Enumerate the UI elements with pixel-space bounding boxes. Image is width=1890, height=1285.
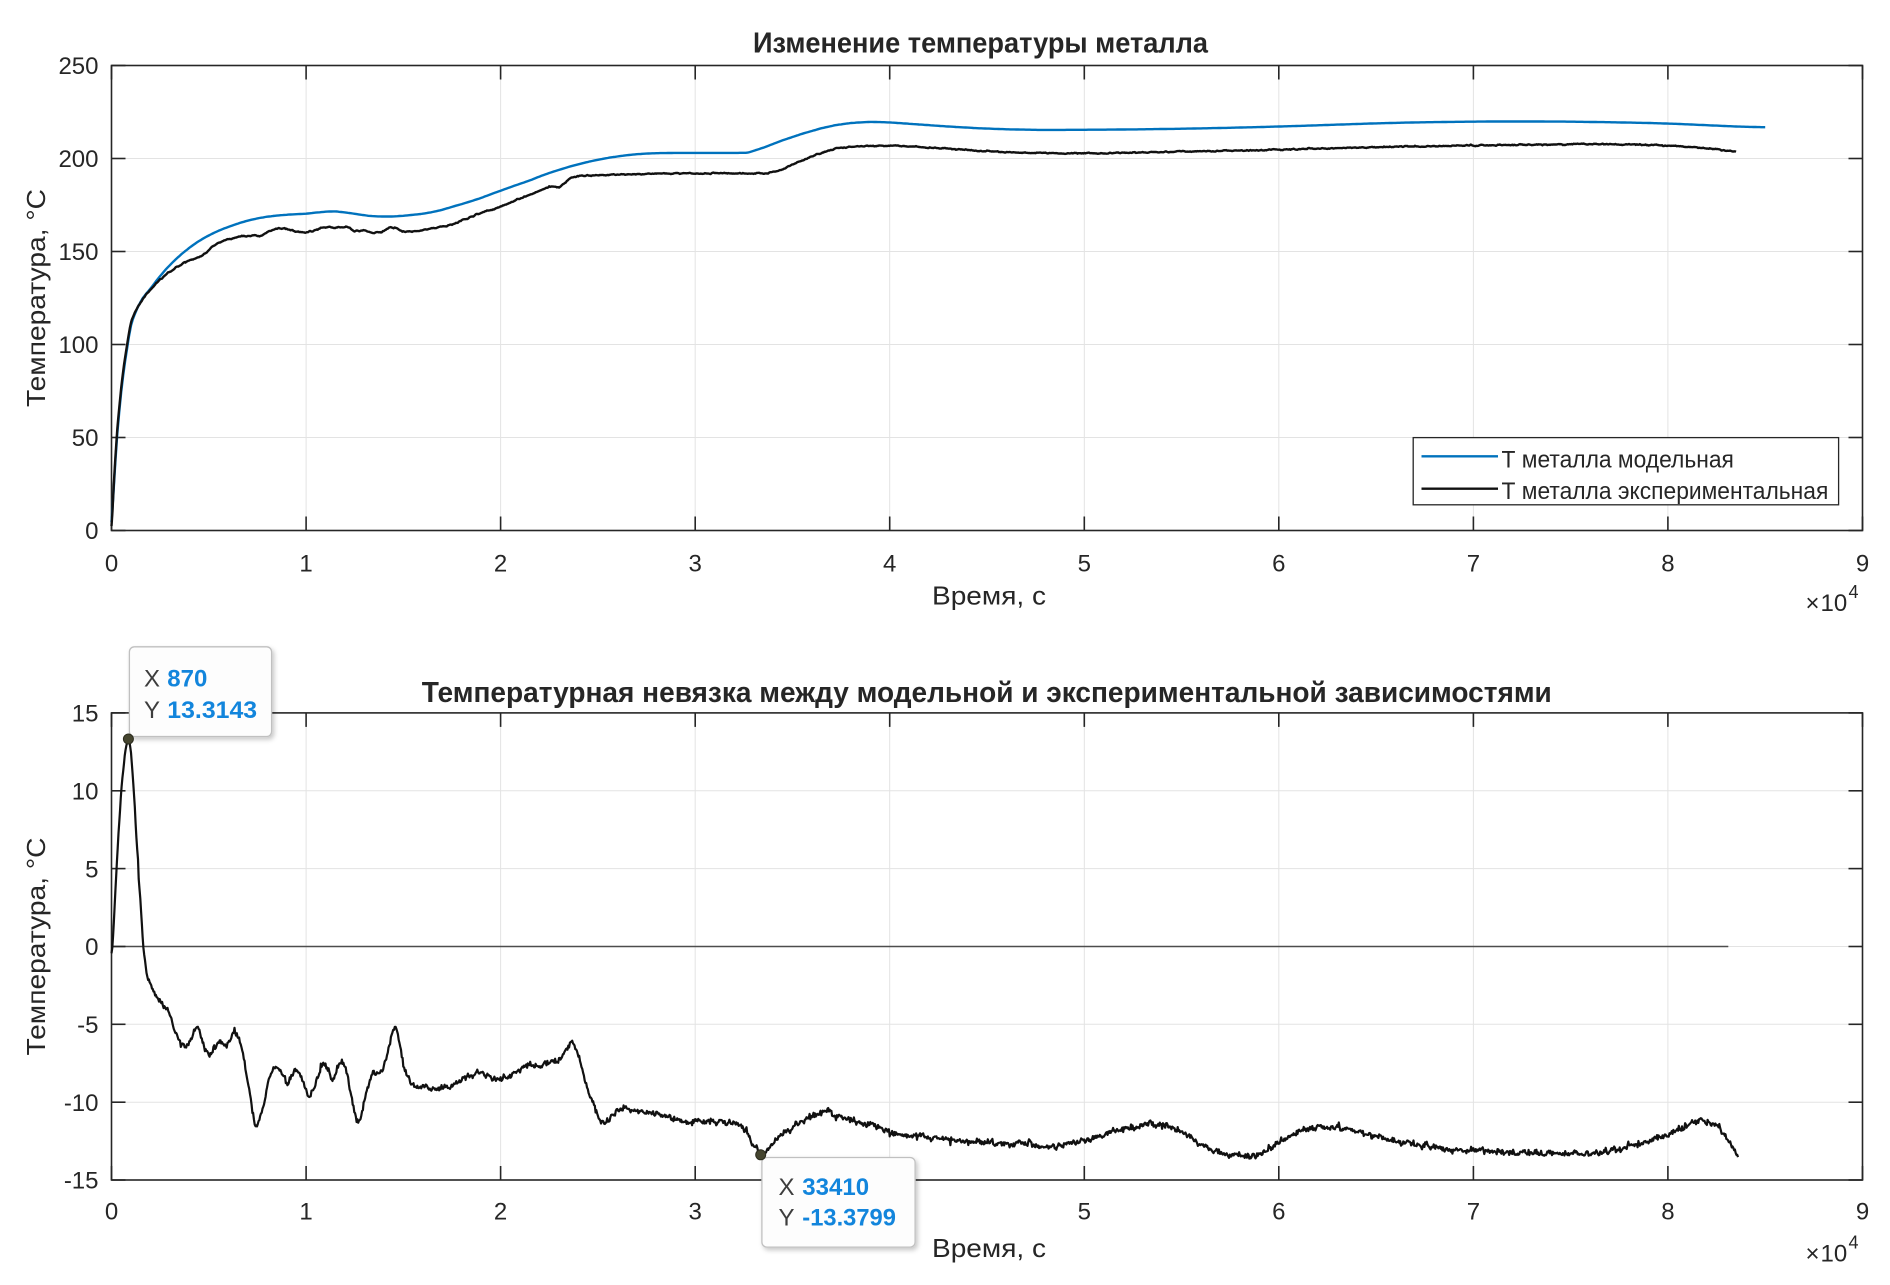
svg-text:7: 7 (1467, 551, 1480, 578)
svg-text:150: 150 (58, 239, 98, 266)
svg-text:6: 6 (1272, 551, 1285, 578)
svg-text:Изменение температуры металла: Изменение температуры металла (753, 28, 1209, 60)
svg-text:-5: -5 (77, 1012, 98, 1039)
svg-text:5: 5 (85, 856, 98, 883)
svg-text:Температура, °C: Температура, °C (21, 189, 51, 407)
svg-text:6: 6 (1272, 1199, 1285, 1226)
svg-text:0: 0 (85, 518, 98, 545)
svg-text:3: 3 (689, 551, 702, 578)
svg-text:15: 15 (72, 701, 99, 728)
svg-text:10: 10 (72, 779, 99, 806)
svg-text:0: 0 (105, 1199, 118, 1226)
svg-text:4: 4 (1849, 1233, 1859, 1253)
svg-text:Т металла модельная: Т металла модельная (1502, 447, 1734, 474)
svg-text:-15: -15 (64, 1168, 99, 1195)
svg-text:250: 250 (58, 53, 98, 80)
svg-text:33410: 33410 (802, 1174, 869, 1201)
svg-text:2: 2 (494, 551, 507, 578)
svg-text:×: × (1806, 1241, 1820, 1268)
svg-text:9: 9 (1856, 551, 1869, 578)
svg-text:5: 5 (1078, 1199, 1091, 1226)
svg-text:0: 0 (105, 551, 118, 578)
svg-text:Т металла экспериментальная: Т металла экспериментальная (1502, 478, 1829, 505)
svg-text:0: 0 (85, 934, 98, 961)
svg-text:Y: Y (779, 1205, 795, 1232)
svg-text:-10: -10 (64, 1090, 99, 1117)
svg-text:7: 7 (1467, 1199, 1480, 1226)
svg-text:8: 8 (1661, 1199, 1674, 1226)
svg-text:Температура, °C: Температура, °C (21, 838, 51, 1056)
svg-text:10: 10 (1821, 1241, 1848, 1268)
svg-text:Время, с: Время, с (932, 1233, 1046, 1263)
svg-text:100: 100 (58, 332, 98, 359)
svg-text:200: 200 (58, 146, 98, 173)
svg-text:X: X (779, 1174, 795, 1201)
svg-text:X: X (144, 666, 160, 693)
svg-text:50: 50 (72, 425, 99, 452)
svg-text:3: 3 (689, 1199, 702, 1226)
svg-text:4: 4 (1849, 582, 1859, 602)
svg-text:13.3143: 13.3143 (167, 697, 257, 724)
svg-text:870: 870 (167, 666, 207, 693)
svg-text:×: × (1806, 590, 1820, 617)
svg-text:9: 9 (1856, 1199, 1869, 1226)
svg-text:Температурная невязка между мо: Температурная невязка между модельной и … (422, 677, 1552, 709)
svg-text:1: 1 (299, 551, 312, 578)
svg-text:Y: Y (144, 697, 160, 724)
svg-text:8: 8 (1661, 551, 1674, 578)
svg-text:-13.3799: -13.3799 (802, 1205, 896, 1232)
svg-text:2: 2 (494, 1199, 507, 1226)
svg-text:1: 1 (299, 1199, 312, 1226)
svg-text:4: 4 (883, 551, 896, 578)
svg-text:5: 5 (1078, 551, 1091, 578)
svg-text:10: 10 (1821, 590, 1848, 617)
svg-text:Время, с: Время, с (932, 581, 1046, 611)
